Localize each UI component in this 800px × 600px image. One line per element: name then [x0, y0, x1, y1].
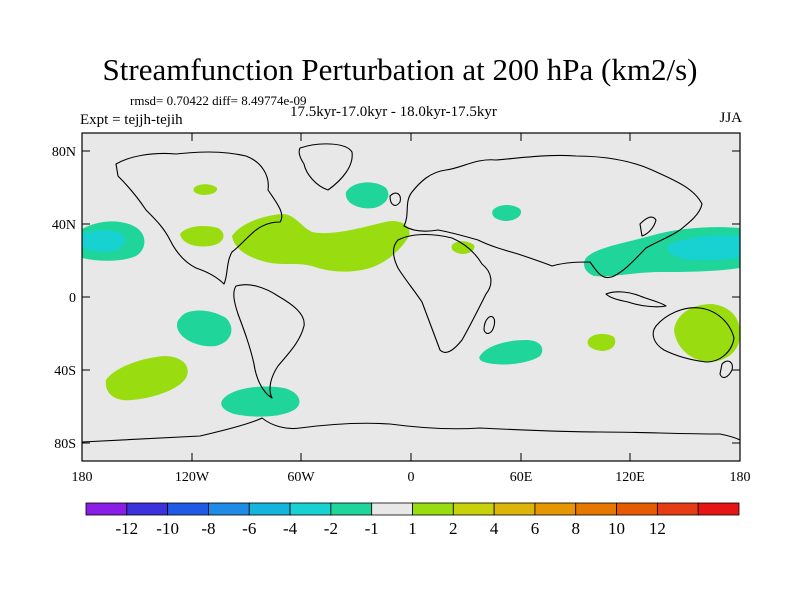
x-tick-label-180e: 180 — [730, 470, 751, 485]
anomaly-canada — [193, 184, 218, 195]
colorbar-label: 4 — [490, 519, 499, 538]
y-tick-label-40s: 40S — [54, 364, 76, 379]
experiment-label: Expt = tejjh-tejih — [80, 112, 183, 128]
anomaly-australia-tasman — [674, 304, 740, 362]
season-label: JJA — [719, 110, 742, 126]
colorbar-label: 2 — [449, 519, 458, 538]
x-tick-label-180w: 180 — [72, 470, 93, 485]
colorbar-labels: -12 -10 -8 -6 -4 -2 -1 1 2 4 6 8 10 12 — [115, 519, 665, 538]
coast-eurasia — [403, 154, 703, 279]
colorbar-box — [208, 502, 250, 516]
colorbar-label: 8 — [572, 519, 581, 538]
y-tick-label-0: 0 — [69, 291, 76, 306]
colorbar-label: 12 — [649, 519, 666, 538]
colorbar-box — [85, 502, 128, 516]
colorbar-label: -4 — [283, 519, 298, 538]
colorbar-label: 6 — [531, 519, 540, 538]
coast-new-zealand — [719, 360, 733, 379]
colorbar-box — [697, 502, 740, 516]
anomaly-e-mediterranean — [451, 241, 475, 254]
colorbar-label: -10 — [156, 519, 179, 538]
colorbar-box — [656, 502, 699, 516]
y-tick-label-80s: 80S — [54, 437, 76, 452]
colorbar-label: -12 — [115, 519, 138, 538]
x-tick-label-60e: 60E — [510, 470, 533, 485]
colorbar-box — [371, 502, 413, 516]
x-axis — [191, 133, 631, 461]
anomaly-north-atlantic — [345, 182, 389, 209]
negative-anomaly-layer — [82, 182, 740, 417]
colorbar-label: -2 — [324, 519, 338, 538]
coast-madagascar — [483, 315, 496, 335]
coast-indonesia — [605, 291, 667, 308]
x-tick-label-120e: 120E — [615, 470, 645, 485]
time-period-subtitle: 17.5kyr-17.0kyr - 18.0kyr-17.5kyr — [290, 104, 497, 120]
colorbar-box — [126, 502, 169, 516]
anomaly-n-pacific-east-core — [82, 230, 126, 252]
anomaly-south-america-south — [221, 386, 300, 417]
plot-title: Streamfunction Perturbation at 200 hPa (… — [102, 52, 698, 87]
coastlines — [82, 143, 740, 443]
colorbar-box — [534, 502, 577, 516]
colorbar — [85, 502, 740, 516]
colorbar-label: -1 — [365, 519, 379, 538]
map-background — [82, 133, 740, 461]
coast-north-america — [115, 151, 283, 285]
positive-anomaly-layer — [105, 184, 740, 401]
x-tick-label-60w: 60W — [287, 470, 315, 485]
rmsd-stats: rmsd= 0.70422 diff= 8.49774e-09 — [130, 93, 307, 108]
colorbar-label: -8 — [201, 519, 215, 538]
y-axis — [82, 150, 740, 444]
colorbar-box — [167, 502, 209, 516]
y-tick-label-80n: 80N — [52, 145, 76, 160]
colorbar-box — [575, 502, 617, 516]
x-tick-label-120w: 120W — [175, 470, 210, 485]
coast-uk — [389, 192, 401, 206]
colorbar-label: 1 — [408, 519, 417, 538]
anomaly-mongolia — [492, 204, 522, 221]
colorbar-box — [289, 502, 332, 516]
anomaly-s-pacific-midlat — [105, 356, 188, 401]
anomaly-na-atlantic-band — [232, 214, 410, 272]
colorbar-box — [248, 502, 291, 516]
coast-africa — [392, 233, 492, 353]
anomaly-s-indian-ocean — [479, 340, 543, 365]
anomaly-nw-pacific-core — [667, 235, 740, 261]
y-tick-label-40n: 40N — [52, 218, 76, 233]
anomaly-e-pacific-south — [176, 310, 232, 347]
anomaly-e-indian-ocean — [587, 333, 616, 351]
coast-australia — [652, 307, 735, 363]
colorbar-label: 10 — [608, 519, 625, 538]
anomaly-w-usa — [180, 226, 224, 247]
colorbar-box — [330, 502, 373, 516]
coast-japan — [639, 216, 657, 237]
coast-antarctica — [82, 417, 740, 443]
coast-greenland — [298, 143, 353, 191]
x-tick-label-0: 0 — [408, 470, 415, 485]
colorbar-box — [493, 502, 536, 516]
colorbar-box — [412, 502, 454, 516]
colorbar-box — [616, 502, 658, 516]
colorbar-box — [452, 502, 495, 516]
coast-south-america — [233, 284, 305, 399]
colorbar-label: -6 — [242, 519, 256, 538]
